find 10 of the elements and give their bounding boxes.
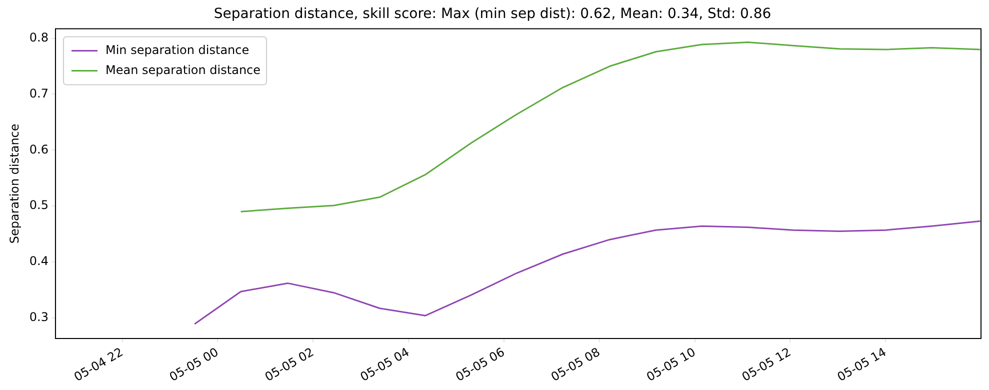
y-tick-label: 0.6 — [29, 142, 48, 156]
y-tick-label: 0.3 — [29, 310, 48, 324]
y-tick-label: 0.4 — [29, 254, 48, 268]
y-tick-label: 0.8 — [29, 30, 48, 44]
y-axis-title: Separation distance — [7, 124, 22, 244]
legend-label: Min separation distance — [105, 42, 250, 57]
y-tick-label: 0.7 — [29, 86, 48, 100]
y-tick-label: 0.5 — [29, 198, 48, 212]
chart-title: Separation distance, skill score: Max (min sep dist): 0.62, Mean: 0.34, Std: 0.86 — [214, 6, 772, 22]
legend-label: Mean separation distance — [105, 62, 261, 77]
